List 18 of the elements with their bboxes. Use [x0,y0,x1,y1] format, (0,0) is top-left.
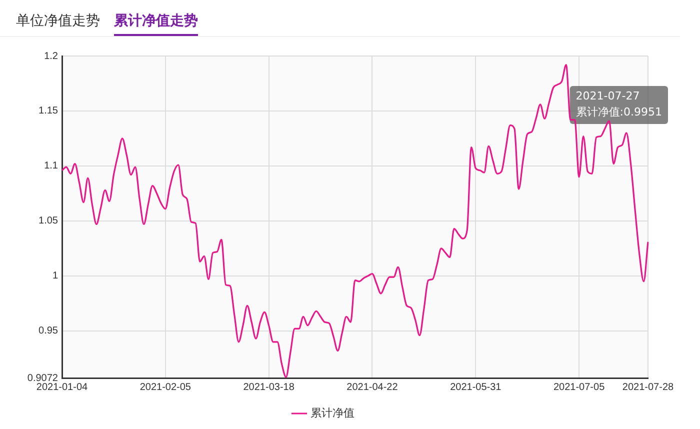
annotation: 2021-07-27 累计净值:0.9951 [576,89,662,118]
x-tick-label: 2021-07-28 [622,382,674,393]
chart-title: 累计净值走势 [114,12,198,36]
x-tick-label: 2021-07-05 [553,382,606,393]
y-tick-label: 1.1 [44,160,58,172]
chart-subtitle: 单位净值走势 [16,12,100,30]
x-tick-label: 2021-01-04 [36,382,88,393]
legend-label: 累计净值 [310,406,354,420]
x-tick-label: 2021-02-05 [140,382,192,393]
x-tick-label: 2021-05-31 [450,382,502,393]
y-tick-label: 0.95 [38,326,58,337]
y-tick-label: 1.2 [44,50,58,62]
y-tick-label: 1.05 [38,216,58,227]
x-tick-label: 2021-03-18 [243,382,295,393]
y-tick-label: 1.15 [38,106,58,117]
y-tick-label: 1 [52,270,58,282]
y-tick-label: 0.9072 [27,372,58,384]
x-tick-label: 2021-04-22 [346,382,398,393]
